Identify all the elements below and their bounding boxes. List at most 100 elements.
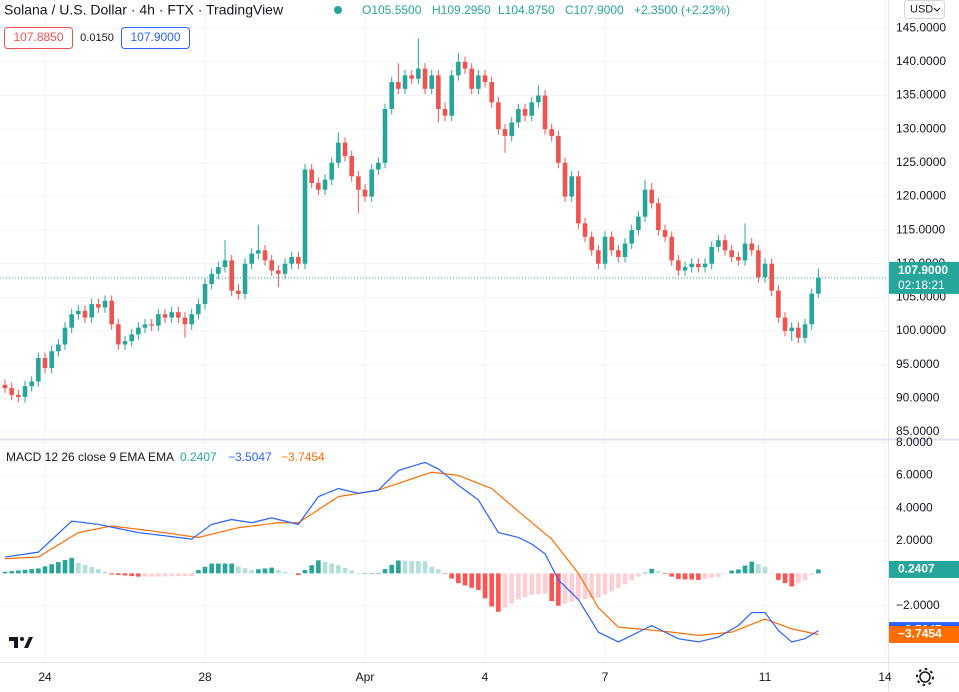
- y-tick-label: 95.0000: [896, 357, 940, 371]
- histogram-bar: [702, 573, 708, 579]
- candle-body: [262, 250, 268, 261]
- candle-body: [282, 263, 288, 274]
- candle-body: [396, 82, 401, 89]
- y-tick-label: 2.0000: [896, 533, 933, 547]
- histogram-bar: [682, 573, 688, 580]
- candle-body: [76, 310, 81, 315]
- bar-countdown: 02:18:21: [898, 278, 945, 292]
- candle-body: [802, 324, 808, 338]
- ohlc-high: H109.2950: [432, 3, 491, 17]
- candle-body: [276, 270, 281, 274]
- candle-body: [29, 381, 34, 387]
- histogram-bar: [96, 569, 101, 574]
- candle-body: [556, 135, 561, 163]
- candle-body: [22, 386, 28, 397]
- candle-body: [169, 312, 174, 318]
- histogram-bar: [69, 557, 74, 574]
- histogram-bar: [82, 564, 88, 574]
- candle-body: [136, 327, 141, 335]
- y-tick-label: 115.0000: [896, 222, 945, 236]
- candle-body: [649, 189, 655, 204]
- histogram-bar: [482, 573, 488, 599]
- candle-body: [549, 129, 554, 136]
- ohlc-open: O105.5500: [362, 3, 422, 17]
- histogram-bar: [156, 573, 161, 577]
- candle-body: [416, 68, 421, 79]
- candle-body: [329, 162, 334, 180]
- y-tick-label: 100.0000: [896, 323, 946, 337]
- candle-body: [49, 351, 54, 369]
- candle-body: [782, 317, 788, 332]
- signal-line: [4, 471, 819, 637]
- candle-body: [316, 183, 321, 190]
- candle-body: [676, 260, 681, 271]
- last-price-label: 107.9000: [898, 263, 948, 277]
- histogram-bar: [809, 573, 815, 575]
- histogram-bar: [569, 573, 574, 602]
- candle-body: [429, 75, 434, 89]
- x-tick-label: 11: [759, 670, 772, 684]
- candle-body: [242, 263, 248, 295]
- y-tick-label: 120.0000: [896, 189, 946, 203]
- candle-body: [162, 314, 168, 318]
- histogram-bar: [816, 569, 821, 574]
- candle-body: [102, 300, 108, 308]
- histogram-bar: [396, 560, 401, 574]
- ohlc-close: C107.9000: [565, 3, 624, 17]
- histogram-bar: [536, 573, 541, 595]
- histogram-bar: [449, 573, 454, 579]
- histogram-bar: [302, 570, 308, 574]
- market-status: [334, 6, 342, 14]
- candle-body: [296, 257, 301, 264]
- candle-body: [796, 327, 801, 338]
- candle-body: [249, 253, 254, 264]
- currency-button[interactable]: [904, 0, 945, 19]
- candle-body: [116, 324, 121, 345]
- histogram-bar: [289, 573, 294, 574]
- histogram-bar: [196, 570, 201, 574]
- histogram-bar: [362, 573, 368, 574]
- histogram-bar: [342, 567, 348, 574]
- candle-body: [142, 324, 148, 328]
- x-tick-label: Apr: [356, 670, 375, 684]
- ask-box[interactable]: [121, 27, 190, 49]
- candle-body: [582, 223, 588, 237]
- macd-legend-macd: −3.5047: [228, 450, 272, 464]
- tradingview-logo[interactable]: [6, 632, 34, 652]
- histogram-bar: [462, 573, 468, 586]
- bid-box[interactable]: [4, 27, 73, 49]
- histogram-bar: [389, 564, 394, 574]
- histogram-bar: [282, 571, 288, 574]
- y-tick-label: 4.0000: [896, 500, 933, 514]
- histogram-bar: [629, 573, 635, 581]
- y-tick-label: 90.0000: [896, 390, 940, 404]
- x-tick-label: 28: [198, 670, 212, 684]
- candle-body: [202, 283, 208, 305]
- y-tick-label: 135.0000: [896, 88, 946, 102]
- histogram-bar: [729, 570, 735, 574]
- candle-body: [809, 293, 815, 325]
- candle-body: [376, 162, 381, 170]
- histogram-bar: [402, 560, 408, 574]
- candle-body: [16, 394, 21, 397]
- candle-body: [576, 176, 581, 224]
- histogram-bar: [42, 566, 48, 574]
- histogram-bar: [36, 568, 41, 574]
- candle-body: [729, 250, 735, 258]
- candle-body: [349, 156, 354, 177]
- candle-body: [629, 230, 635, 244]
- macd-line: [4, 461, 819, 643]
- candle-body: [342, 142, 348, 157]
- candle-body: [189, 314, 194, 325]
- candle-body: [569, 176, 574, 197]
- histogram-bar: [242, 568, 248, 574]
- last-value-box: [889, 626, 959, 644]
- candle-body: [289, 257, 294, 264]
- histogram-bar: [529, 573, 534, 595]
- candle-body: [156, 314, 161, 326]
- settings-button[interactable]: [916, 668, 934, 686]
- histogram-bar: [229, 563, 234, 574]
- macd-legend-signal: −3.7454: [281, 450, 325, 464]
- histogram-bar: [269, 567, 274, 574]
- histogram-bar: [169, 573, 174, 577]
